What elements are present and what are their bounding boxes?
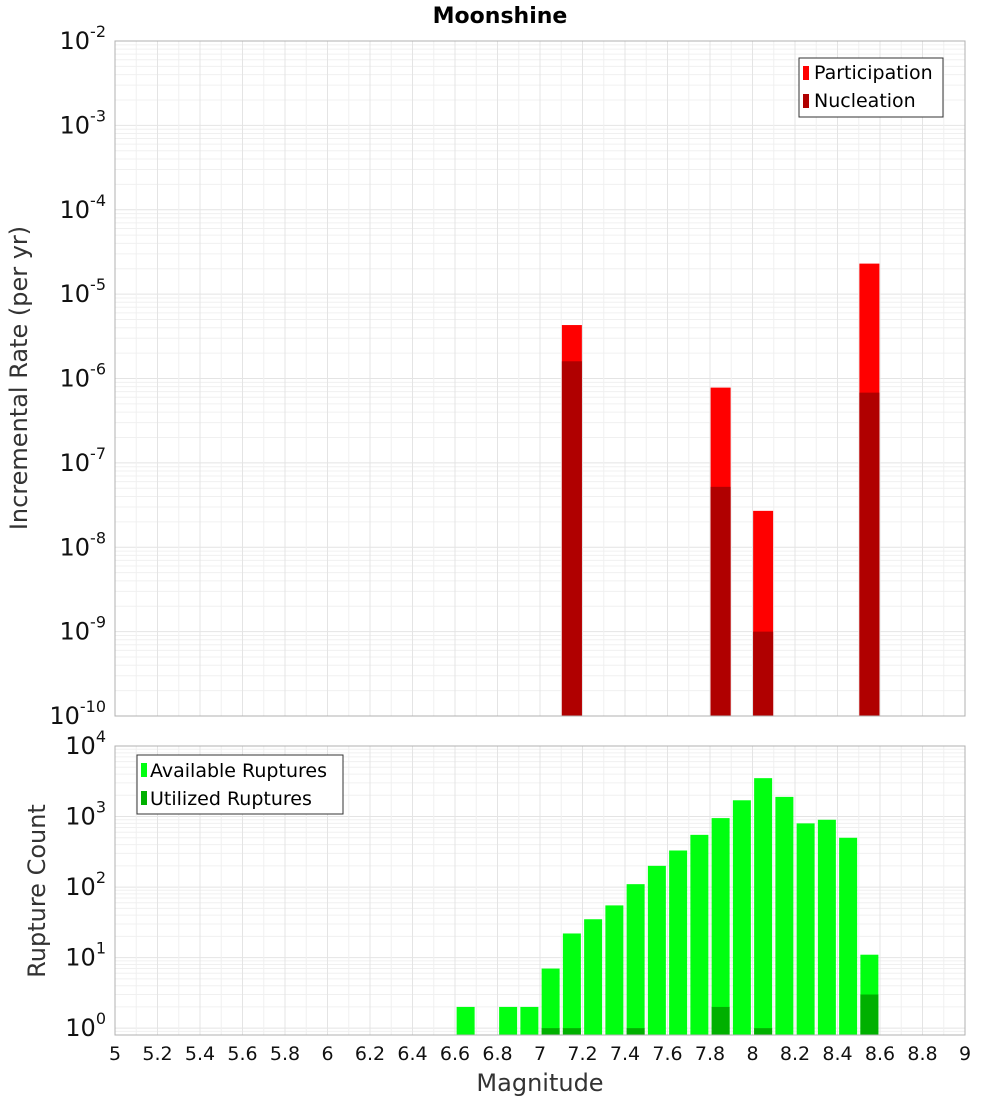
y-tick-label: 102 [65, 868, 106, 901]
x-tick-label: 7.6 [652, 1043, 682, 1065]
bar-available-7.05 [541, 968, 560, 1035]
x-tick-label: 6.4 [397, 1043, 427, 1065]
bar-available-6.65 [456, 1006, 475, 1035]
bar-available-6.85 [499, 1006, 518, 1035]
x-tick-label: 8.6 [865, 1043, 895, 1065]
bottom-y-axis-label: Rupture Count [23, 804, 51, 978]
x-tick-label: 5.2 [142, 1043, 172, 1065]
bar-available-7.55 [647, 865, 666, 1035]
top-legend-box [798, 57, 944, 118]
bar-available-7.85 [711, 818, 730, 1035]
x-tick-label: 7 [534, 1043, 546, 1065]
y-tick-label: 10-6 [60, 360, 107, 393]
bar-available-8.25 [796, 823, 815, 1035]
y-tick-label: 100 [65, 1009, 106, 1042]
participation-nucleation-panel: 10-10 10-9 10-8 10-7 10-6 10-5 10-4 10-3 10-2 In… [5, 22, 966, 730]
legend-swatch-utilized [141, 791, 147, 805]
bar-available-7.65 [669, 850, 688, 1035]
bar-nucleation-7.85 [710, 486, 731, 716]
y-tick-label: 10-3 [60, 106, 107, 139]
bar-available-8.05 [754, 778, 773, 1035]
top-y-tick-labels: 10-10 10-9 10-8 10-7 10-6 10-5 10-4 10-3 10-2 [49, 22, 106, 730]
x-tick-label: 6.8 [482, 1043, 512, 1065]
bar-available-8.45 [839, 837, 858, 1035]
legend-label-available: Available Ruptures [150, 760, 327, 782]
x-tick-label: 8.4 [822, 1043, 852, 1065]
x-tick-label: 5.6 [227, 1043, 257, 1065]
x-tick-label: 8 [746, 1043, 758, 1065]
chart-title: Moonshine [433, 4, 568, 29]
top-legend: Participation Nucleation [798, 57, 944, 118]
bottom-plot-frame [114, 745, 966, 1036]
bar-available-8.15 [775, 796, 794, 1035]
y-tick-label: 10-10 [49, 697, 106, 730]
bottom-legend-box [136, 754, 344, 815]
bar-utilized-8.55 [860, 994, 879, 1035]
bar-available-7.95 [732, 800, 751, 1035]
legend-swatch-available [141, 763, 147, 777]
y-tick-label: 101 [65, 939, 106, 972]
x-tick-label: 7.4 [610, 1043, 640, 1065]
bottom-y-tick-labels: 100 101 102 103 104 [65, 727, 106, 1042]
top-bars [561, 263, 880, 716]
bar-utilized-7.05 [541, 1028, 560, 1035]
bar-nucleation-8.55 [859, 392, 880, 716]
y-tick-label: 10-7 [60, 444, 107, 477]
legend-label-participation: Participation [814, 62, 933, 84]
y-tick-label: 10-4 [60, 191, 107, 224]
bottom-bars [456, 778, 879, 1035]
bar-available-7.35 [605, 905, 624, 1035]
x-tick-label: 6 [321, 1043, 333, 1065]
legend-swatch-participation [803, 66, 809, 80]
bar-utilized-7.45 [626, 1028, 645, 1035]
bar-nucleation-7.15 [561, 361, 582, 716]
y-tick-label: 10-9 [60, 613, 107, 646]
x-tick-label: 6.2 [355, 1043, 385, 1065]
x-tick-labels: 5 5.2 5.4 5.6 5.8 6 6.2 6.4 6.6 6.8 7 7.2 7.4 7.6 7.8 8… [109, 1043, 971, 1065]
top-grid [114, 40, 966, 717]
x-tick-label: 9 [959, 1043, 971, 1065]
top-plot-frame [114, 40, 966, 717]
x-tick-label: 5 [109, 1043, 121, 1065]
bar-available-7.45 [626, 884, 645, 1035]
x-tick-label: 7.2 [567, 1043, 597, 1065]
legend-swatch-nucleation [803, 94, 809, 108]
rupture-count-panel: 100 101 102 103 104 5 5.2 5.4 5.6 5.8 6 6.2 6.4 6.6 6… [23, 727, 971, 1097]
bar-available-7.15 [562, 933, 581, 1035]
bar-utilized-8.05 [754, 1028, 773, 1035]
bar-available-8.35 [817, 819, 836, 1035]
bar-available-6.95 [520, 1006, 539, 1035]
y-tick-label: 10-2 [60, 22, 107, 55]
bar-available-7.75 [690, 834, 709, 1035]
bar-utilized-7.15 [562, 1028, 581, 1035]
bottom-legend: Available Ruptures Utilized Ruptures [136, 754, 344, 815]
legend-label-utilized: Utilized Ruptures [150, 788, 312, 810]
x-tick-label: 5.8 [270, 1043, 300, 1065]
top-y-axis-label: Incremental Rate (per yr) [5, 226, 33, 530]
x-axis-label: Magnitude [476, 1069, 603, 1097]
bar-available-7.25 [584, 919, 603, 1035]
y-tick-label: 10-5 [60, 275, 107, 308]
x-tick-label: 8.2 [780, 1043, 810, 1065]
x-tick-label: 5.4 [185, 1043, 215, 1065]
y-tick-label: 104 [65, 727, 106, 760]
y-tick-label: 103 [65, 798, 106, 831]
x-tick-label: 6.6 [440, 1043, 470, 1065]
x-tick-label: 7.8 [695, 1043, 725, 1065]
bar-nucleation-8.05 [753, 631, 774, 716]
y-tick-label: 10-8 [60, 528, 107, 561]
bar-utilized-7.85 [711, 1006, 730, 1035]
legend-label-nucleation: Nucleation [814, 90, 916, 112]
x-tick-label: 8.8 [907, 1043, 937, 1065]
